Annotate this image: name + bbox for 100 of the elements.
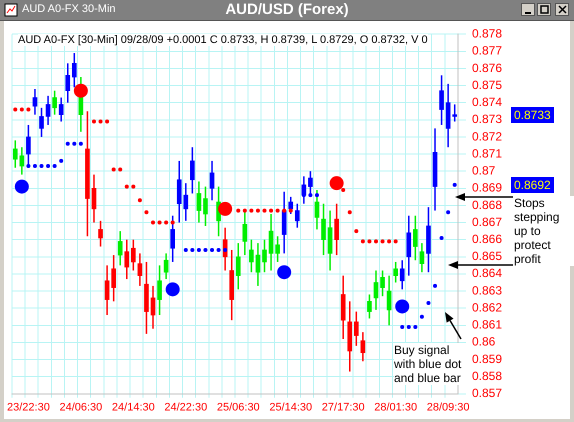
candlestick: [98, 220, 103, 248]
y-tick-label: 0.867: [472, 214, 502, 229]
chart-title: AUD/USD (Forex): [225, 1, 349, 18]
candlestick: [118, 230, 123, 266]
y-tick-label: 0.873: [472, 112, 502, 126]
point: [26, 108, 30, 112]
point: [440, 236, 444, 240]
candlestick: [58, 96, 64, 122]
x-tick-label: 25/06:30: [216, 401, 260, 414]
y-tick-label: 0.876: [472, 60, 502, 75]
point: [72, 142, 76, 146]
x-tick-label: 27/17:30: [322, 401, 365, 414]
x-tick-label: 24/22:30: [164, 401, 208, 414]
y-tick-label: 0.864: [472, 266, 502, 280]
x-tick-label: 24/06:30: [59, 401, 102, 414]
y-tick-label: 0.877: [472, 44, 502, 58]
y-tick-label: 0.868: [472, 198, 502, 212]
point: [446, 210, 450, 214]
point: [40, 164, 44, 168]
point: [236, 208, 240, 213]
point: [98, 120, 103, 124]
point: [105, 120, 110, 124]
point: [367, 239, 372, 244]
candlestick: [32, 88, 38, 116]
point: [400, 325, 404, 330]
y-tick-label: 0.863: [472, 283, 502, 298]
point: [52, 164, 57, 168]
point: [406, 325, 411, 330]
candlestick: [393, 261, 398, 284]
point: [13, 108, 18, 112]
candlestick: [400, 259, 405, 290]
point: [360, 239, 365, 244]
candlestick: [439, 74, 444, 126]
point: [341, 188, 346, 192]
y-tick-label: 0.871: [472, 146, 502, 160]
point: [32, 164, 37, 168]
point: [184, 248, 188, 252]
candlestick: [104, 264, 110, 316]
candlestick: [124, 238, 130, 280]
candlestick: [288, 196, 294, 215]
candlestick: [275, 236, 280, 263]
candlestick: [203, 186, 208, 227]
point: [374, 239, 378, 244]
x-tick-label: 25/14:30: [269, 401, 312, 414]
candlestick: [138, 252, 142, 287]
point: [66, 142, 70, 146]
point: [452, 182, 457, 187]
point: [170, 220, 175, 225]
candlestick: [210, 160, 214, 202]
candlestick: [170, 214, 176, 263]
text: 0.8692: [511, 176, 554, 193]
y-tick-label: 0.878: [472, 26, 502, 41]
y-tick-label: 0.865: [472, 249, 502, 264]
candlestick: [190, 146, 195, 194]
point: [46, 164, 50, 168]
point: [223, 248, 228, 252]
candlestick: [65, 62, 70, 104]
y-tick-label: 0.862: [472, 300, 502, 314]
y-tick-label: 0.872: [472, 129, 502, 144]
y-tick-label: 0.858: [472, 368, 502, 383]
point: [433, 284, 438, 288]
candlestick: [420, 242, 424, 273]
y-tick-label: 0.874: [472, 95, 502, 110]
point: [387, 239, 392, 244]
candlestick: [164, 252, 168, 280]
candlestick: [360, 331, 366, 362]
point: [394, 239, 398, 244]
annotation: Buy signal with blue dot and blue bar: [394, 343, 466, 385]
y-tick-label: 0.857: [472, 386, 502, 400]
candlestick: [111, 254, 116, 302]
point: [282, 208, 286, 213]
point: [164, 220, 168, 225]
point: [348, 210, 352, 214]
candlestick: [321, 202, 326, 256]
point: [26, 164, 30, 168]
chart-subtitle: AUD A0-FX [30-Min] 09/28/09 +0.0001 C 0.8733, H 0.8739, L 0.8729, O 0.8732, V 0: [18, 34, 428, 46]
candlestick: [413, 214, 418, 261]
candlestick: [183, 182, 188, 222]
candlestick: [20, 146, 24, 176]
point: [426, 301, 430, 306]
point: [203, 248, 208, 252]
point: [210, 248, 214, 252]
point: [196, 248, 201, 252]
point: [59, 158, 64, 163]
x-tick-label: 23/22:30: [6, 401, 50, 414]
y-tick-label: 0.875: [472, 78, 502, 92]
point: [269, 208, 274, 213]
point: [262, 208, 266, 213]
candlestick: [354, 310, 359, 347]
candlestick: [196, 180, 202, 224]
y-tick-label: 0.861: [472, 318, 502, 332]
point: [138, 198, 142, 202]
point: [112, 167, 116, 172]
point: [144, 210, 148, 214]
point: [131, 184, 136, 189]
x-tick-label: 28/01:30: [374, 401, 418, 414]
candlestick: [236, 242, 241, 290]
candlestick: [386, 274, 392, 326]
point: [249, 208, 254, 213]
candlestick: [314, 189, 320, 230]
